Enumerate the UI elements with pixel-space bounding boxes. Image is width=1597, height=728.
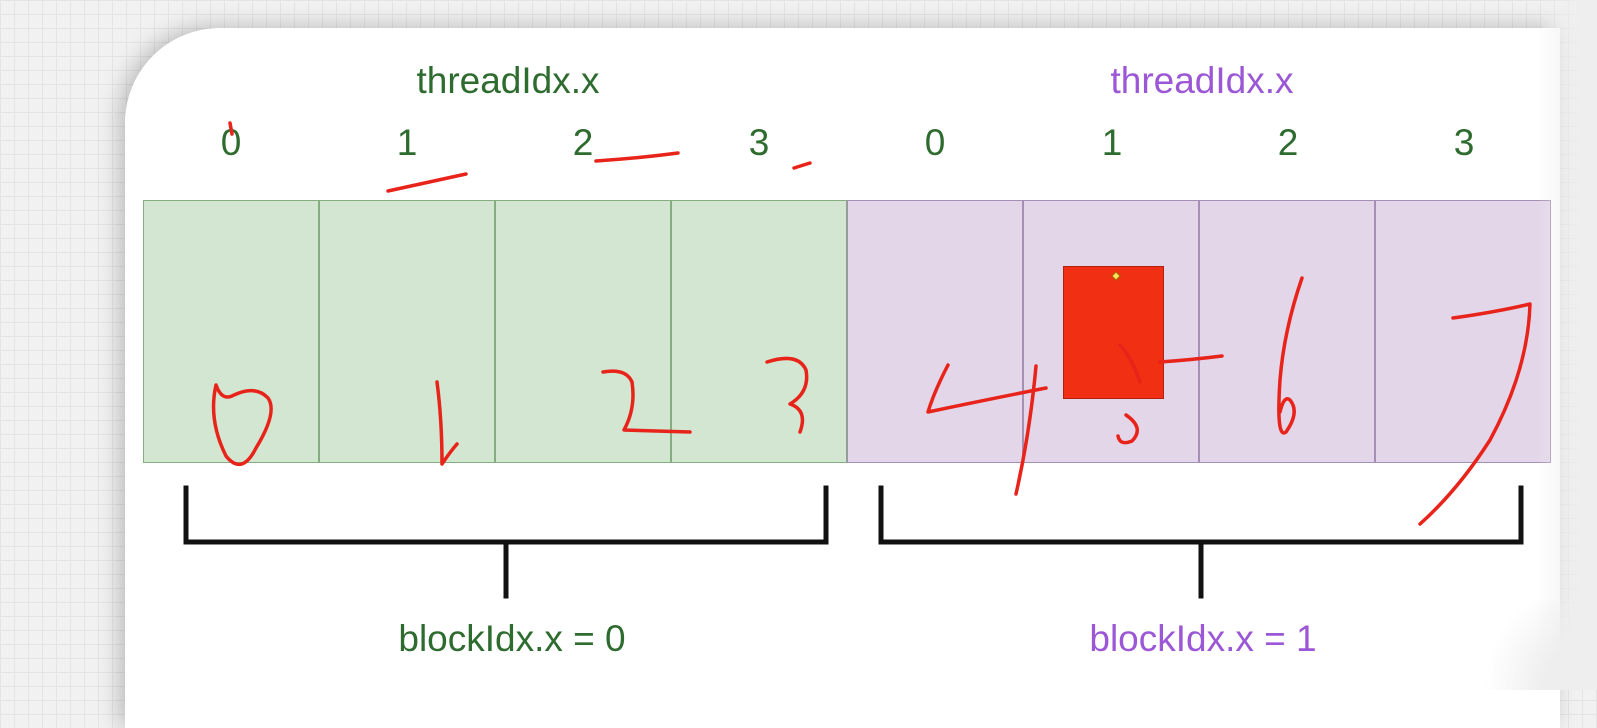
red-highlight-box xyxy=(1063,266,1164,399)
block0-label: blockIdx.x = 0 xyxy=(398,618,626,659)
handwritten-digit-2 xyxy=(601,369,692,434)
block0-thread-index-2: 2 xyxy=(572,122,594,163)
block0-thread-index-0: 0 xyxy=(220,122,242,163)
block1-thread-index-2: 2 xyxy=(1277,122,1299,163)
annotation-dash-2 xyxy=(594,151,680,163)
block1-label: blockIdx.x = 1 xyxy=(1089,618,1317,659)
block1-bracket xyxy=(878,485,1524,599)
thread-cell-b0-t2 xyxy=(495,200,671,463)
handwritten-digit-0 xyxy=(211,383,273,466)
block-brackets xyxy=(183,485,1524,599)
thread-cell-b1-t0 xyxy=(847,200,1023,463)
annotation-dash-3 xyxy=(792,161,812,170)
thread-cell-b0-t3 xyxy=(671,200,847,463)
block0-thread-label: threadIdx.x xyxy=(416,60,600,101)
annotation-tick-0 xyxy=(228,121,234,136)
handwritten-digit-3 xyxy=(765,356,809,434)
block1-thread-index-1: 1 xyxy=(1101,122,1123,163)
handwritten-digit-1 xyxy=(435,380,459,466)
handwritten-digit-6 xyxy=(1277,276,1304,435)
handwritten-digit-4 xyxy=(926,363,1048,496)
handwritten-digit-5 xyxy=(1116,343,1224,445)
block0-thread-index-1: 1 xyxy=(396,122,418,163)
handwritten-digit-7 xyxy=(1418,302,1532,526)
block1-thread-index-0: 0 xyxy=(924,122,946,163)
block1-thread-index-3: 3 xyxy=(1453,122,1475,163)
annotation-dash-1 xyxy=(386,172,468,193)
highlight-handle xyxy=(1111,271,1121,281)
block0-thread-index-3: 3 xyxy=(748,122,770,163)
handwritten-annotations xyxy=(211,121,1532,526)
thread-cell-b0-t1 xyxy=(319,200,495,463)
block0-bracket xyxy=(183,485,829,599)
block1-thread-label: threadIdx.x xyxy=(1110,60,1294,101)
